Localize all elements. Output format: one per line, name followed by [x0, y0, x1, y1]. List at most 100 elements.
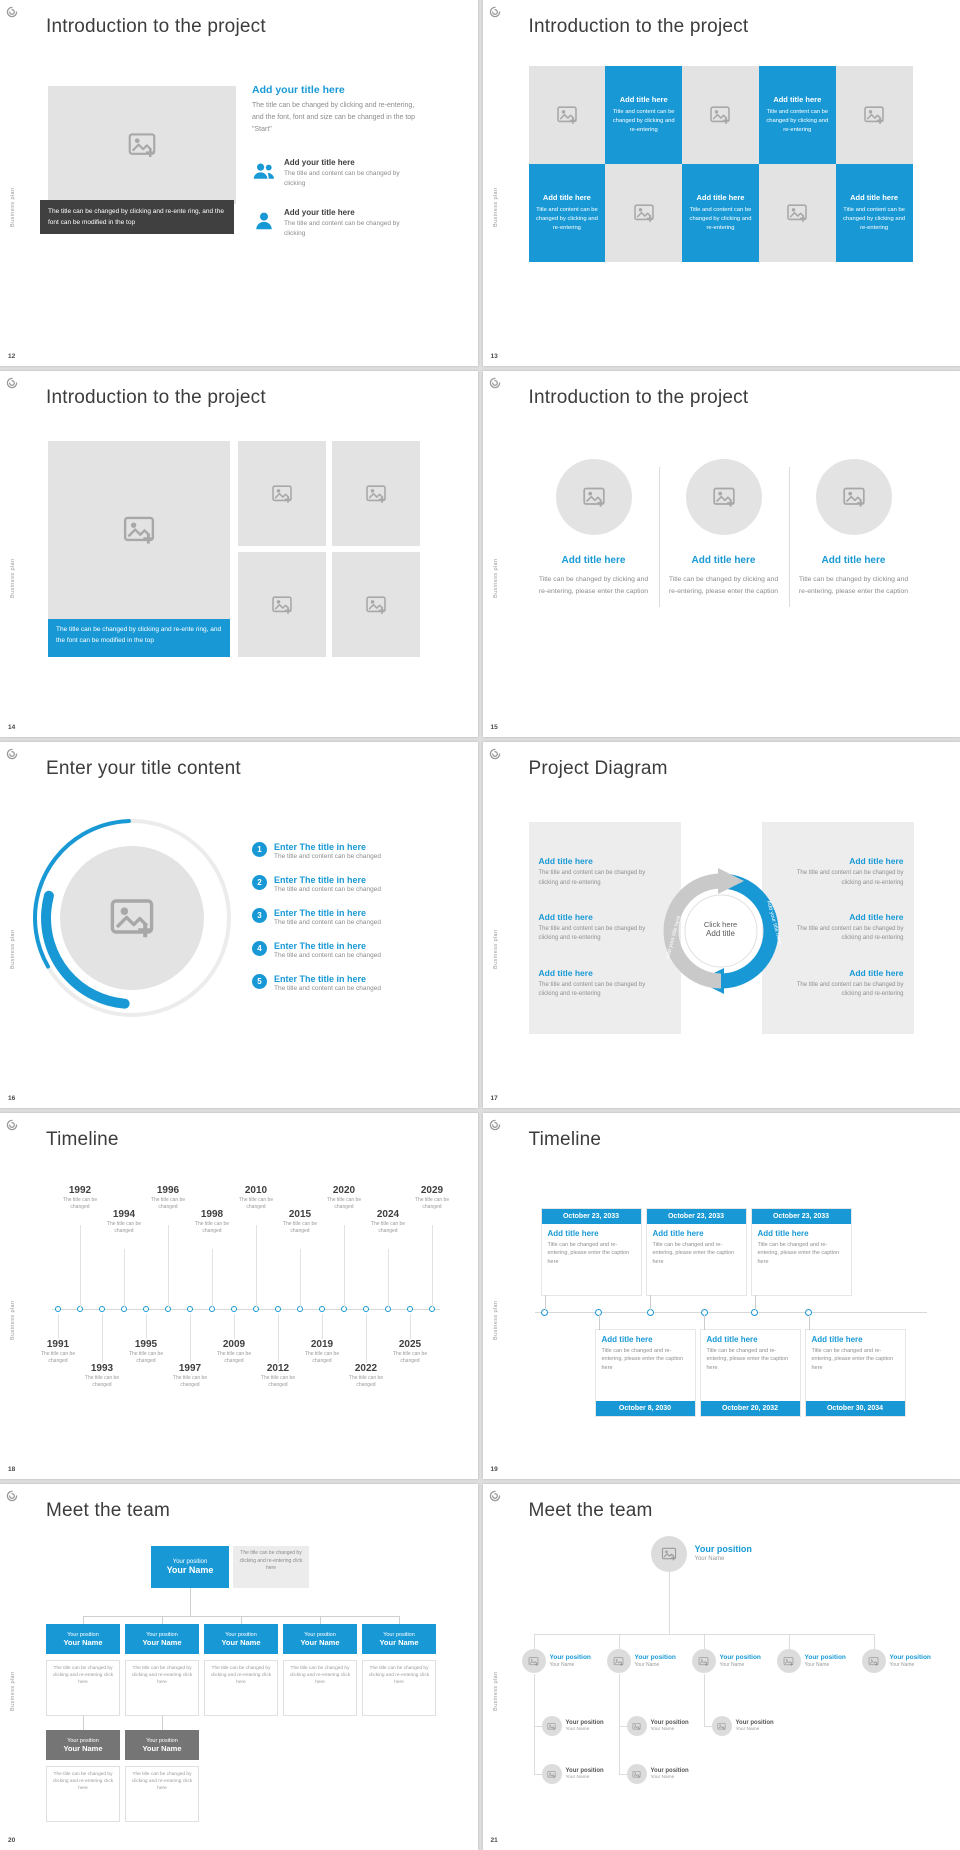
numbered-item: 5 Enter The title in here The title and … — [252, 974, 434, 992]
timeline-year: 2020 — [332, 1185, 356, 1196]
member-position: Your position — [67, 1631, 99, 1638]
connector-line — [618, 1674, 620, 1774]
timeline-year: 1998 — [200, 1209, 224, 1220]
connector-line — [190, 1588, 191, 1616]
avatar-placeholder — [691, 1649, 716, 1673]
org-member-box: Your position Your Name — [125, 1730, 199, 1760]
avatar-placeholder — [541, 1764, 562, 1784]
member-name: Your Name — [719, 1662, 745, 1668]
group-heading: Add title here — [849, 912, 904, 923]
image-placeholder — [238, 552, 326, 657]
member-label: Your position Your Name — [635, 1654, 676, 1668]
image-placeholder — [332, 552, 420, 657]
avatar-placeholder — [650, 1536, 687, 1572]
org-member-box: Your position Your Name — [46, 1624, 120, 1654]
cell-heading: Add title here — [773, 94, 822, 104]
avatar-placeholder — [626, 1716, 647, 1736]
slide-thumbnail-21[interactable]: Business plan 21 Meet the team Your posi… — [482, 1484, 960, 1850]
image-placeholder-icon — [842, 485, 866, 509]
timeline-entry: 1997 The title can be changed — [167, 1314, 213, 1403]
member-name: Your Name — [300, 1637, 340, 1647]
sidebar-vertical-label: Business plan — [492, 1300, 499, 1340]
brand-swirl-icon — [6, 6, 18, 18]
sidebar-vertical-label: Business plan — [10, 1300, 16, 1340]
org-member-box: Your position Your Name — [283, 1624, 357, 1654]
member-caption: The title can be changed by clicking and… — [46, 1660, 120, 1716]
timeline-card: Add title here Title can be changed and … — [594, 1315, 696, 1417]
cycle-center-label: Click here Add title — [689, 920, 753, 938]
timeline-year: 1994 — [112, 1209, 136, 1220]
slide-thumbnail-15[interactable]: Business plan 15 Introduction to the pro… — [482, 371, 960, 737]
circular-image-diagram — [33, 819, 232, 1017]
column-body: Title can be changed by clicking and re-… — [798, 576, 909, 595]
org-member: Your position Your Name — [776, 1649, 846, 1673]
member-position: Your position — [565, 1720, 604, 1726]
member-caption: The title can be changed by clicking and… — [283, 1660, 357, 1716]
member-caption: The title can be changed by clicking and… — [362, 1660, 436, 1716]
brand-swirl-icon — [489, 377, 501, 389]
image-placeholder-circle — [555, 459, 632, 535]
timeline-node — [407, 1306, 413, 1312]
timeline-entry: 1994 The title can be changed — [101, 1209, 147, 1307]
timeline-card: October 23, 2033 Add title here Title ca… — [750, 1208, 852, 1310]
timeline-caption: The title can be changed — [40, 1351, 76, 1364]
timeline-entry: 2012 The title can be changed — [255, 1314, 301, 1403]
cell-body: Title and content can be changed by clic… — [535, 206, 598, 232]
slide-thumbnail-18[interactable]: Business plan 18 Timeline 1992 The title … — [0, 1113, 478, 1479]
member-name: Your Name — [735, 1727, 760, 1732]
image-placeholder-icon — [582, 485, 606, 509]
member-label: Your position Your Name — [566, 1720, 604, 1732]
image-placeholder-icon — [863, 104, 885, 126]
member-position: Your position — [650, 1768, 689, 1774]
image-placeholder — [758, 164, 836, 262]
slide-thumbnail-13[interactable]: Business plan 13 Introduction to the pro… — [482, 0, 960, 366]
slide-title: Introduction to the project — [528, 16, 749, 37]
slide-title: Introduction to the project — [528, 387, 749, 408]
item-body: The title and content can be changed — [274, 952, 381, 959]
timeline-year: 2015 — [288, 1209, 312, 1220]
slide-thumbnail-14[interactable]: Business plan 14 Introduction to the pro… — [0, 371, 478, 737]
slide-thumbnail-12[interactable]: Business plan 12 Introduction to the pro… — [0, 0, 478, 366]
org-member: Your position Your Name — [691, 1649, 761, 1673]
date-badge: October 23, 2033 — [541, 1209, 641, 1224]
image-placeholder-icon — [709, 104, 731, 126]
feature-column: Add title here Title can be changed by c… — [664, 459, 784, 598]
item-number-badge: 1 — [252, 842, 267, 857]
org-member-box: Your position Your Name — [204, 1624, 278, 1654]
member-name: Your Name — [63, 1637, 103, 1647]
slide-thumbnail-20[interactable]: Business plan 20 Meet the team Your posi… — [0, 1484, 478, 1850]
card-heading: Add title here — [601, 1335, 653, 1344]
column-heading: Add title here — [561, 555, 626, 566]
slide-number: 21 — [490, 1837, 498, 1844]
connector-line — [533, 1774, 542, 1775]
image-placeholder — [332, 441, 420, 546]
timeline-entry: 1992 The title can be changed — [57, 1185, 103, 1307]
image-caption: The title can be changed by clicking and… — [48, 619, 230, 657]
member-label: Your position Your Name — [736, 1720, 774, 1732]
slide-thumbnail-16[interactable]: Business plan 16 Enter your title conten… — [0, 742, 478, 1108]
item-body: The title and content can be changed by … — [284, 220, 400, 238]
image-placeholder-icon — [661, 1546, 677, 1562]
image-placeholder — [605, 164, 683, 262]
sidebar-vertical-label: Business plan — [492, 187, 499, 227]
timeline-entry: 2010 The title can be changed — [233, 1185, 279, 1307]
org-member-box: Your position Your Name — [125, 1624, 199, 1654]
cell-body: Title and content can be changed by clic… — [689, 206, 752, 232]
connector-line — [533, 1674, 535, 1774]
sidebar-vertical-label: Business plan — [492, 558, 499, 598]
slide-title: Introduction to the project — [46, 387, 266, 408]
connector-line — [320, 1616, 321, 1624]
timeline-node — [187, 1306, 193, 1312]
timeline-caption: The title can be changed — [260, 1375, 296, 1388]
image-placeholder-circle — [815, 459, 892, 535]
panel-group: Add title here The title and content can … — [539, 968, 671, 1000]
slide-title: Timeline — [528, 1129, 602, 1150]
timeline-caption: The title can be changed — [84, 1375, 120, 1388]
slide-thumbnail-19[interactable]: Business plan 19 Timeline October 23, 20… — [482, 1113, 960, 1479]
member-position: Your position — [225, 1631, 257, 1638]
timeline-node — [594, 1309, 602, 1316]
cell-heading: Add title here — [696, 192, 745, 202]
sidebar-vertical-label: Business plan — [10, 1671, 16, 1711]
slide-thumbnail-17[interactable]: Business plan 17 Project Diagram Add tit… — [482, 742, 960, 1108]
